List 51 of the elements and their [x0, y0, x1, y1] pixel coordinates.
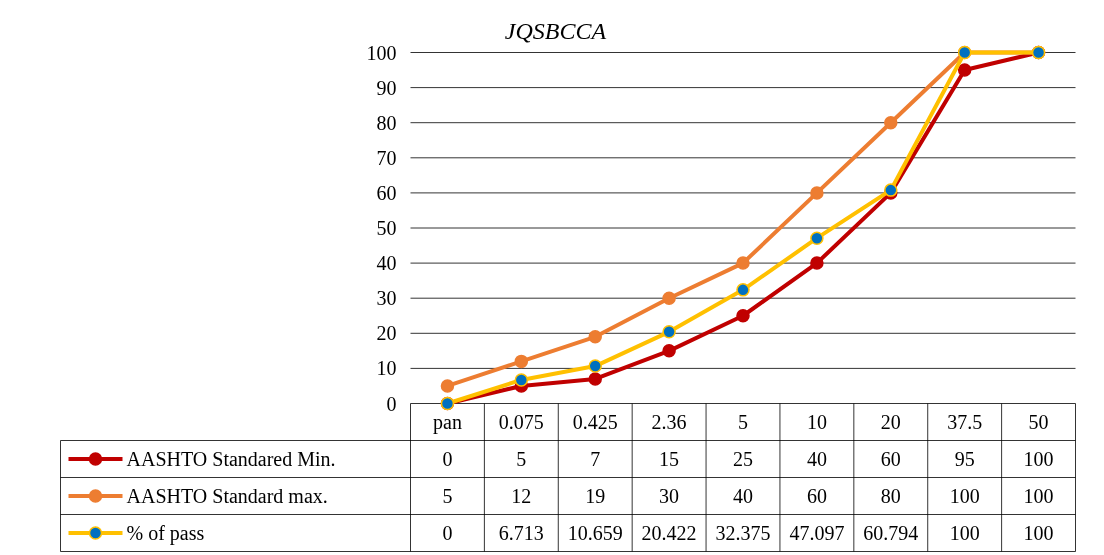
- data-label: 100: [949, 522, 980, 544]
- chart-title: JQSBCCA: [504, 17, 607, 44]
- data-label: 60: [880, 448, 901, 470]
- x-tick-label: 37.5: [947, 411, 983, 433]
- data-label: 0: [442, 522, 453, 544]
- data-label: 60: [806, 485, 827, 507]
- data-label: 15: [659, 448, 680, 470]
- data-label: 5: [442, 485, 453, 507]
- y-tick-label: 80: [376, 111, 397, 134]
- y-tick-label: 60: [376, 181, 397, 204]
- y-tick-label: 90: [376, 76, 397, 99]
- x-tick-label: 2.36: [651, 411, 687, 433]
- data-label: 32.375: [715, 522, 771, 544]
- data-label: 30: [659, 485, 680, 507]
- y-tick-label: 70: [376, 146, 397, 169]
- data-label: 12: [511, 485, 532, 507]
- data-label: 0: [442, 448, 453, 470]
- data-label: 25: [733, 448, 753, 470]
- data-label: 95: [954, 448, 975, 470]
- data-label: 47.097: [789, 522, 845, 544]
- data-label: 20.422: [641, 522, 697, 544]
- y-tick-label: 40: [376, 252, 397, 275]
- x-tick-label: 10: [806, 411, 827, 433]
- data-label: 100: [1023, 522, 1054, 544]
- legend-label: % of pass: [126, 522, 205, 545]
- y-tick-label: 30: [376, 287, 397, 310]
- y-tick-label: 0: [386, 392, 397, 415]
- data-label: 100: [1023, 448, 1054, 470]
- y-tick-label: 50: [376, 217, 397, 239]
- x-tick-label: pan: [433, 411, 462, 434]
- data-label: 100: [1023, 485, 1054, 507]
- data-label: 60.794: [863, 522, 919, 544]
- data-label: 6.713: [498, 522, 544, 544]
- y-tick-label: 100: [366, 41, 397, 64]
- x-tick-label: 20: [880, 411, 901, 433]
- legend-label: AASHTO Standard max.: [126, 485, 328, 507]
- data-label: 40: [806, 448, 827, 470]
- data-label: 10.659: [567, 522, 623, 544]
- y-tick-label: 20: [376, 322, 397, 345]
- data-label: 80: [880, 485, 901, 507]
- legend-label: AASHTO Standared Min.: [126, 448, 336, 470]
- data-label: 40: [733, 485, 753, 507]
- x-tick-label: 0.425: [572, 411, 618, 433]
- x-tick-label: 5: [738, 411, 748, 433]
- x-tick-label: 50: [1028, 411, 1049, 433]
- data-label: 7: [590, 448, 601, 470]
- data-label: 100: [949, 485, 980, 507]
- x-tick-label: 0.075: [498, 411, 544, 433]
- data-label: 19: [585, 485, 606, 507]
- y-tick-label: 10: [376, 357, 397, 380]
- data-label: 5: [516, 448, 527, 470]
